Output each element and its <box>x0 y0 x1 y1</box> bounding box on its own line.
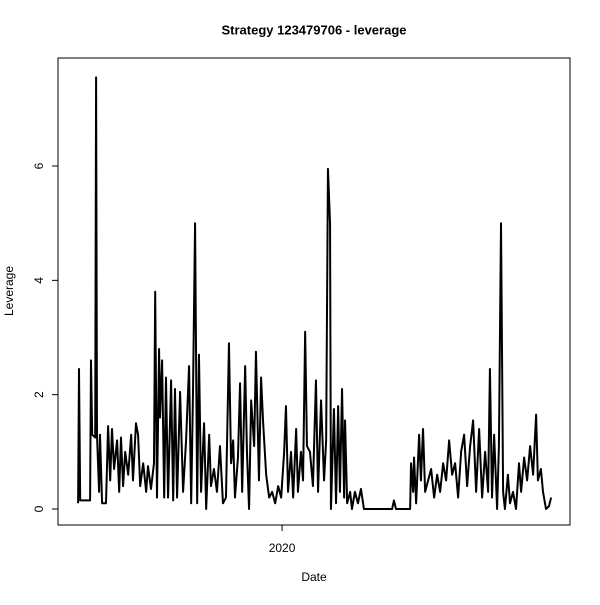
y-tick-label: 4 <box>32 277 46 284</box>
plot-frame <box>57 57 571 526</box>
chart-title: Strategy 123479706 - leverage <box>221 22 406 37</box>
y-tick-label: 0 <box>32 505 46 512</box>
data-line <box>77 76 553 510</box>
y-tick-label: 2 <box>32 391 46 398</box>
x-tick-label: 2020 <box>269 541 296 555</box>
x-axis-label: Date <box>301 570 327 584</box>
y-tick-label: 6 <box>32 162 46 169</box>
y-axis-label: Leverage <box>2 266 16 316</box>
